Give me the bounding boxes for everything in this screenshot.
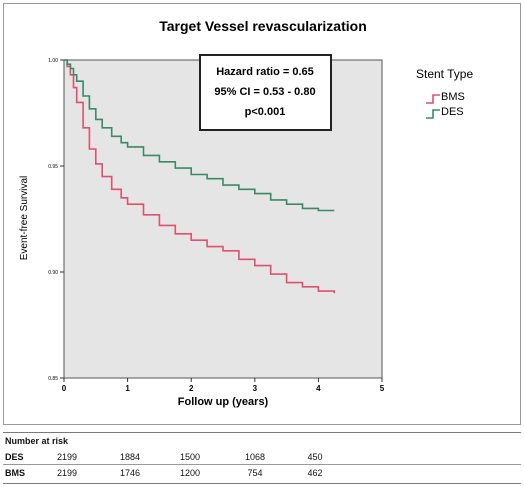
risk-row-label: BMS	[5, 468, 25, 478]
risk-value: 2199	[56, 452, 78, 462]
y-axis-title: Event-free Survival	[19, 176, 30, 260]
x-tick-label: 3	[253, 384, 258, 393]
x-tick-label: 0	[62, 384, 67, 393]
risk-value: 1200	[179, 468, 201, 478]
risk-value: 1500	[179, 452, 201, 462]
plot-frame: Target Vessel revascularization 0 1 2 3 4 5 0.…	[3, 3, 521, 425]
risk-row-label: DES	[5, 452, 24, 462]
ci-text: 95% CI = 0.53 - 0.80	[214, 86, 315, 98]
risk-row-bms: BMS 2199 1746 1200 754 462	[3, 468, 521, 483]
risk-value: 450	[307, 452, 323, 462]
risk-value: 2199	[56, 468, 78, 478]
y-tick-label: 0.95	[48, 164, 58, 170]
series-line-bms	[64, 59, 336, 294]
x-tick-label: 1	[125, 384, 130, 393]
legend: Stent Type BMS DES	[416, 67, 473, 119]
risk-value: 754	[247, 468, 263, 478]
x-tick-label: 5	[380, 384, 385, 393]
hazard-ratio-text: Hazard ratio = 0.65	[216, 66, 314, 78]
legend-label-bms: BMS	[441, 91, 465, 103]
y-tick-label: 0.90	[48, 270, 58, 276]
annotation-box: Hazard ratio = 0.65 95% CI = 0.53 - 0.80…	[199, 54, 332, 131]
chart-title: Target Vessel revascularization	[159, 18, 367, 34]
x-tick-label: 4	[316, 384, 321, 393]
annotation-frame	[199, 54, 332, 131]
risk-value: 1884	[119, 452, 141, 462]
y-tick-label: 1.00	[48, 58, 58, 64]
risk-row-des: DES 2199 1884 1500 1068 450	[3, 452, 521, 467]
x-tick-label: 2	[189, 384, 194, 393]
p-value-text: p<0.001	[245, 106, 286, 118]
risk-table: Number at risk DES 2199 1884 1500 1068 4…	[3, 432, 521, 484]
legend-label-des: DES	[441, 106, 464, 118]
y-tick-label: 0.85	[48, 376, 58, 382]
risk-table-title: Number at risk	[5, 436, 69, 446]
series-layer	[64, 59, 336, 294]
legend-swatch-bms	[426, 94, 440, 104]
risk-value: 1068	[244, 452, 266, 462]
series-line-des	[64, 59, 335, 212]
risk-table-divider	[3, 464, 521, 465]
risk-value: 1746	[119, 468, 141, 478]
chart-svg: Target Vessel revascularization 0 1 2 3 4 5 0.…	[19, 18, 473, 408]
risk-value: 462	[307, 468, 323, 478]
legend-title: Stent Type	[416, 67, 473, 81]
legend-swatch-des	[426, 109, 440, 119]
axes: 0 1 2 3 4 5 0.85 0.90 0.95 1.00	[48, 58, 385, 393]
x-axis-title: Follow up (years)	[178, 396, 269, 408]
